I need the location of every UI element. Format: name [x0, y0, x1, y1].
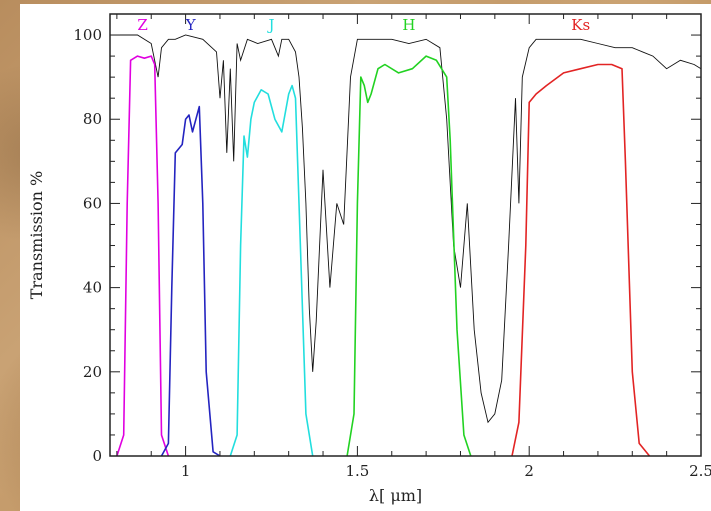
series-line-y: [160, 105, 221, 457]
chart-card: 1 1.5 2 2.5 0 20 40 60 80 100 Z Y J H Ks Transmission…: [20, 4, 711, 511]
series-line-h: [346, 55, 472, 457]
band-label-z: Z: [137, 16, 147, 34]
y-tick-label: 40: [83, 279, 102, 297]
y-axis-title: Transmission %: [27, 171, 46, 299]
y-tick-label: 100: [73, 26, 102, 44]
series-line-j: [229, 84, 314, 457]
y-tick-label: 80: [83, 110, 102, 128]
band-label-h: H: [402, 16, 415, 34]
x-tick-label: 2: [524, 462, 534, 480]
band-label-j: J: [266, 16, 274, 34]
x-tick-label: 2.5: [689, 462, 711, 480]
plot-frame: [109, 13, 702, 457]
y-tick-label: 20: [83, 363, 102, 381]
series-line-z: [116, 55, 170, 457]
band-label-ks: Ks: [571, 16, 590, 34]
y-tick-label: 0: [92, 447, 102, 465]
x-tick-label: 1: [181, 462, 191, 480]
x-axis-title: λ[ μm]: [369, 486, 422, 505]
x-tick-label: 1.5: [345, 462, 369, 480]
y-tick-label: 60: [83, 194, 102, 212]
band-label-y: Y: [185, 16, 197, 34]
atmosphere-transmission-line: [110, 34, 702, 424]
series-line-ks: [511, 63, 651, 457]
transmission-chart: 1 1.5 2 2.5 0 20 40 60 80 100 Z Y J H Ks Transmission…: [27, 13, 711, 505]
